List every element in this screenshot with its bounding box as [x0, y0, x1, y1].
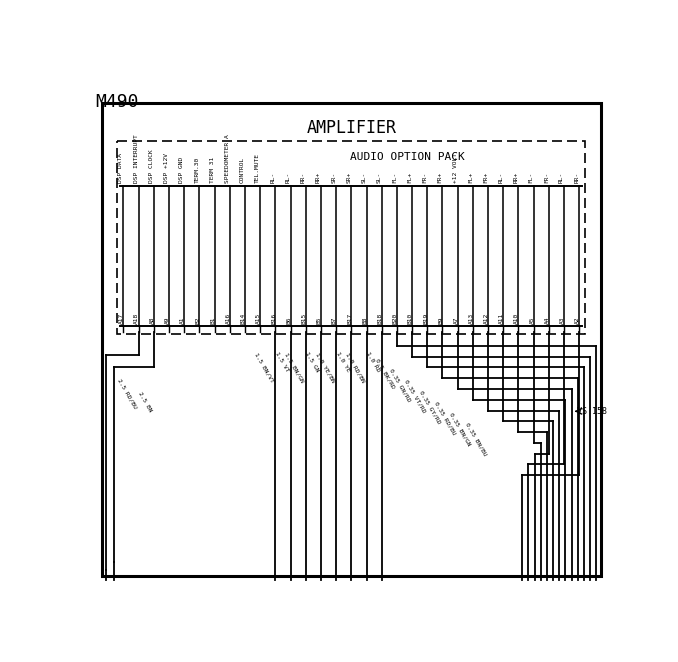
Text: A3: A3 — [560, 316, 565, 324]
Text: 0.35 GN/RD: 0.35 GN/RD — [388, 368, 412, 403]
Text: 2.5 RD/BU: 2.5 RD/BU — [117, 378, 138, 410]
Text: 0.5 BK/RD: 0.5 BK/RD — [375, 357, 396, 389]
Text: B20: B20 — [393, 312, 398, 324]
Text: FR-: FR- — [422, 172, 427, 183]
Text: RL-: RL- — [285, 172, 291, 183]
Text: 0.35 RD/BU: 0.35 RD/BU — [434, 401, 457, 436]
Text: FR+: FR+ — [437, 172, 443, 183]
Text: FL+: FL+ — [407, 172, 412, 183]
Text: +12 VOLT: +12 VOLT — [453, 154, 458, 183]
Text: FR-: FR- — [544, 172, 549, 183]
Text: RR-: RR- — [574, 172, 579, 183]
Text: B19: B19 — [423, 312, 428, 324]
Text: A15: A15 — [256, 312, 261, 324]
Text: 1.0 YE: 1.0 YE — [335, 352, 351, 373]
Text: B17: B17 — [347, 312, 352, 324]
Text: B14: B14 — [241, 312, 245, 324]
Text: A9: A9 — [165, 316, 170, 324]
Text: SR-: SR- — [331, 172, 336, 183]
Text: AUDIO OPTION PACK: AUDIO OPTION PACK — [350, 152, 465, 162]
Text: RR-: RR- — [301, 172, 306, 183]
Text: A8: A8 — [150, 316, 155, 324]
Text: 1.0 YE/BN: 1.0 YE/BN — [314, 352, 336, 383]
Text: 1.5 BN/GN: 1.5 BN/GN — [284, 352, 305, 383]
Text: A5: A5 — [530, 316, 534, 324]
Text: RR+: RR+ — [316, 172, 321, 183]
Text: RL-: RL- — [498, 172, 503, 183]
Text: 1.0 RD/BN: 1.0 RD/BN — [344, 352, 365, 383]
Text: FL+: FL+ — [468, 172, 473, 183]
Text: B8: B8 — [362, 316, 367, 324]
Text: 1.5 VT: 1.5 VT — [274, 352, 290, 373]
Text: M490: M490 — [96, 93, 139, 111]
Text: TEL.MUTE: TEL.MUTE — [255, 154, 260, 183]
Text: TERM.30: TERM.30 — [195, 157, 199, 183]
Text: B10: B10 — [408, 312, 413, 324]
Text: B7: B7 — [332, 316, 337, 324]
Text: 0.35 VT/RD: 0.35 VT/RD — [403, 379, 426, 414]
Text: B1: B1 — [210, 316, 216, 324]
Text: SR+: SR+ — [346, 172, 351, 183]
Text: A12: A12 — [484, 312, 489, 324]
Text: A10: A10 — [514, 312, 519, 324]
Text: SPEEDOMETER A: SPEEDOMETER A — [225, 134, 230, 183]
Text: 1.0 RD: 1.0 RD — [365, 352, 381, 373]
Text: RR+: RR+ — [513, 172, 519, 183]
Text: A2: A2 — [575, 316, 580, 324]
Text: B18: B18 — [378, 312, 382, 324]
Text: VS 158: VS 158 — [577, 407, 607, 416]
Text: 0.35 BN/BU: 0.35 BN/BU — [464, 422, 487, 457]
Text: 1.5 BN/VT: 1.5 BN/VT — [254, 352, 275, 383]
Text: FL-: FL- — [529, 172, 534, 183]
Text: A13: A13 — [468, 312, 474, 324]
Bar — [117, 141, 585, 334]
Text: DSP GND: DSP GND — [179, 157, 184, 183]
Text: B2: B2 — [195, 316, 200, 324]
Text: CONTROL: CONTROL — [240, 157, 245, 183]
Text: RL-: RL- — [559, 172, 564, 183]
Text: DSP INTERRUPT: DSP INTERRUPT — [134, 134, 138, 183]
Text: SL-: SL- — [377, 172, 382, 183]
Text: A1: A1 — [180, 316, 185, 324]
Text: DSP +12V: DSP +12V — [164, 154, 169, 183]
Text: A11: A11 — [499, 312, 504, 324]
Text: RL-: RL- — [271, 172, 275, 183]
Text: DSP CLOCK: DSP CLOCK — [148, 150, 154, 183]
Text: A17: A17 — [119, 312, 124, 324]
Text: B9: B9 — [438, 316, 443, 324]
Text: B5: B5 — [317, 316, 321, 324]
Text: 0.35 BN/GN: 0.35 BN/GN — [449, 411, 472, 446]
Text: 1.5 GN: 1.5 GN — [304, 352, 320, 373]
Text: A4: A4 — [544, 316, 550, 324]
Text: TERM 31: TERM 31 — [210, 157, 214, 183]
Text: B16: B16 — [271, 312, 276, 324]
Text: SL-: SL- — [361, 172, 367, 183]
Text: A7: A7 — [454, 316, 458, 324]
Text: A18: A18 — [134, 312, 140, 324]
Text: A16: A16 — [226, 312, 231, 324]
Text: B15: B15 — [302, 312, 306, 324]
Text: FL-: FL- — [392, 172, 397, 183]
Text: DSP DATA: DSP DATA — [119, 154, 123, 183]
Text: AMPLIFIER: AMPLIFIER — [306, 119, 397, 138]
Text: 0.35 GY/RD: 0.35 GY/RD — [418, 390, 442, 425]
Text: 2.5 BN: 2.5 BN — [138, 391, 153, 412]
Text: B6: B6 — [286, 316, 292, 324]
Text: FR+: FR+ — [483, 172, 488, 183]
